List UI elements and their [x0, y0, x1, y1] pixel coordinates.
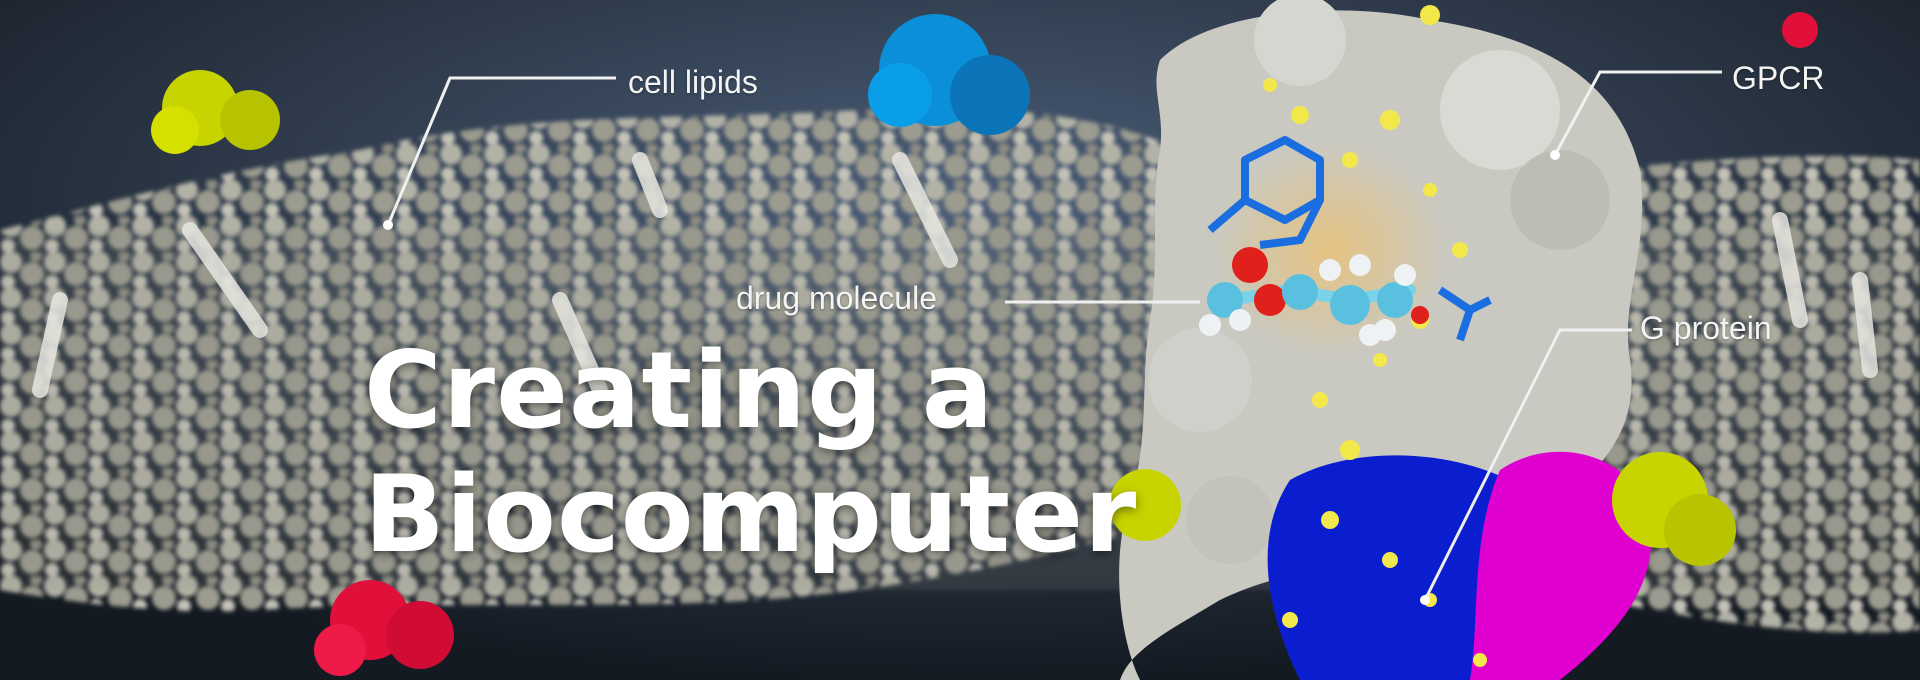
hero-title-line1: Creating a: [364, 329, 995, 453]
gpcr-label: GPCR: [1732, 60, 1825, 96]
hero-title-line2: Biocomputer: [364, 453, 1138, 577]
accent-proteins: [151, 12, 1818, 676]
g-protein: [1109, 451, 1736, 680]
cell-lipids-label: cell lipids: [628, 64, 758, 100]
drug-molecule-model: [1199, 136, 1492, 346]
hero-title: Creating a Biocomputer: [364, 329, 1137, 577]
callout-lines: [386, 70, 1722, 601]
lipid-tails: [32, 152, 1878, 398]
drug-molecule-label: drug molecule: [736, 280, 937, 316]
signal-dots: [1263, 5, 1487, 667]
g-protein-label: G protein: [1640, 310, 1772, 346]
callout-dots: [383, 150, 1560, 605]
